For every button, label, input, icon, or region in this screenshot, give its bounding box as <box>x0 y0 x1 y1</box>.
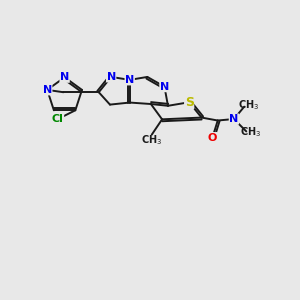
Text: CH$_3$: CH$_3$ <box>240 125 261 139</box>
Text: N: N <box>229 114 239 124</box>
Text: O: O <box>208 133 217 142</box>
Text: N: N <box>60 72 69 82</box>
Text: CH$_3$: CH$_3$ <box>238 98 259 112</box>
Text: N: N <box>160 82 169 92</box>
Text: N: N <box>43 85 52 95</box>
Text: CH$_3$: CH$_3$ <box>141 133 162 147</box>
Text: N: N <box>125 75 134 85</box>
Text: N: N <box>106 72 116 82</box>
Text: Cl: Cl <box>52 114 64 124</box>
Text: S: S <box>185 96 194 109</box>
